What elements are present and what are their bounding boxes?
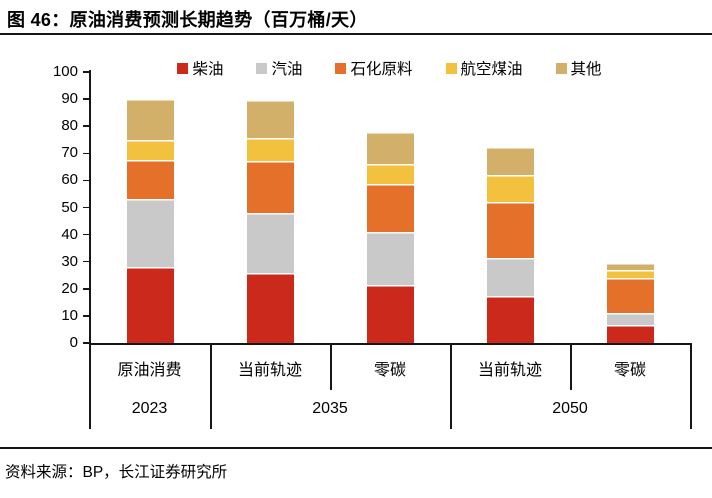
bar-segment [486, 257, 534, 296]
bar-segment [486, 174, 534, 203]
bar-segment [606, 269, 654, 278]
legend-label: 石化原料 [350, 61, 413, 78]
y-axis-tick [83, 71, 89, 73]
bar-segment [486, 295, 534, 343]
y-tick-label: 30 [61, 252, 78, 270]
chart-legend: 柴油 汽油 石化原料 航空煤油 其他 [89, 57, 690, 79]
y-tick-label: 100 [52, 63, 78, 80]
y-axis-tick [83, 179, 89, 182]
x-group-year-label: 2050 [552, 400, 588, 417]
bar-segment [246, 100, 294, 139]
bar-segment [126, 99, 174, 140]
y-axis-tick [83, 206, 89, 209]
y-axis-tick [83, 233, 89, 236]
x-category-label: 当前轨迹 [237, 362, 302, 379]
legend-label: 柴油 [192, 61, 224, 78]
bar-segment [126, 199, 174, 268]
bar-segment [366, 284, 414, 343]
bar-segment [366, 184, 414, 232]
y-tick-label: 60 [61, 171, 78, 189]
bar-segment [126, 267, 174, 343]
y-axis-tick [83, 342, 89, 344]
y-tick-label: 0 [69, 334, 78, 351]
footer-rule [0, 447, 712, 449]
x-group-year-label: 2023 [131, 400, 168, 417]
y-tick-label: 10 [61, 306, 78, 324]
bar-segment [126, 139, 174, 161]
x-category-label: 原油消费 [117, 362, 182, 379]
x-category-label: 零碳 [613, 362, 646, 379]
y-tick-label: 80 [61, 117, 78, 135]
y-axis-tick [83, 288, 89, 290]
bar-segment [126, 160, 174, 200]
bar-segment [606, 325, 654, 343]
bar-segment [366, 164, 414, 185]
bar-segment [246, 161, 294, 213]
y-tick-label: 50 [61, 198, 78, 216]
bar-segment [486, 146, 534, 175]
y-tick-label: 20 [61, 279, 78, 297]
x-axis [89, 343, 692, 345]
legend-swatch-icon [335, 62, 347, 74]
y-axis-tick [83, 152, 89, 155]
y-axis-tick [83, 98, 89, 100]
bar-segment [246, 138, 294, 162]
x-grid-divider [330, 343, 332, 390]
bar-segment [606, 277, 654, 314]
x-grid-divider [450, 343, 452, 429]
bar-segment [486, 202, 534, 258]
x-category-label: 零碳 [373, 362, 406, 379]
legend-item: 柴油 [177, 57, 223, 79]
legend-label: 其他 [570, 61, 602, 78]
legend-swatch-icon [177, 62, 189, 74]
legend-item: 石化原料 [335, 57, 413, 79]
figure-title: 图 46：原油消费预测长期趋势（百万桶/天） [7, 10, 368, 30]
x-grid-divider [210, 343, 212, 429]
x-grid-divider [89, 343, 91, 429]
bar-segment [606, 263, 654, 270]
y-axis-tick [83, 260, 89, 263]
bar-segment [246, 212, 294, 273]
bar-segment [246, 272, 294, 343]
legend-label: 航空煤油 [460, 61, 523, 78]
legend-swatch-icon [445, 62, 457, 74]
title-rule [0, 33, 712, 35]
bar-segment [366, 231, 414, 285]
x-category-label: 当前轨迹 [477, 362, 542, 379]
y-axis [89, 70, 91, 343]
y-axis-tick [83, 125, 89, 127]
bar-segment [606, 313, 654, 326]
x-grid-divider [570, 343, 572, 390]
source-note: 资料来源：BP，长江证券研究所 [5, 464, 228, 481]
legend-label: 汽油 [271, 61, 303, 78]
bar-segment [366, 131, 414, 165]
y-tick-label: 70 [61, 144, 78, 162]
legend-item: 航空煤油 [445, 57, 523, 79]
legend-swatch-icon [555, 62, 567, 74]
y-axis-tick [83, 315, 89, 317]
legend-swatch-icon [256, 62, 268, 74]
y-tick-label: 40 [61, 225, 78, 243]
legend-item: 其他 [555, 57, 602, 79]
y-tick-label: 90 [61, 90, 78, 108]
legend-item: 汽油 [256, 57, 302, 79]
x-group-year-label: 2035 [312, 400, 348, 417]
x-grid-divider [690, 343, 692, 429]
